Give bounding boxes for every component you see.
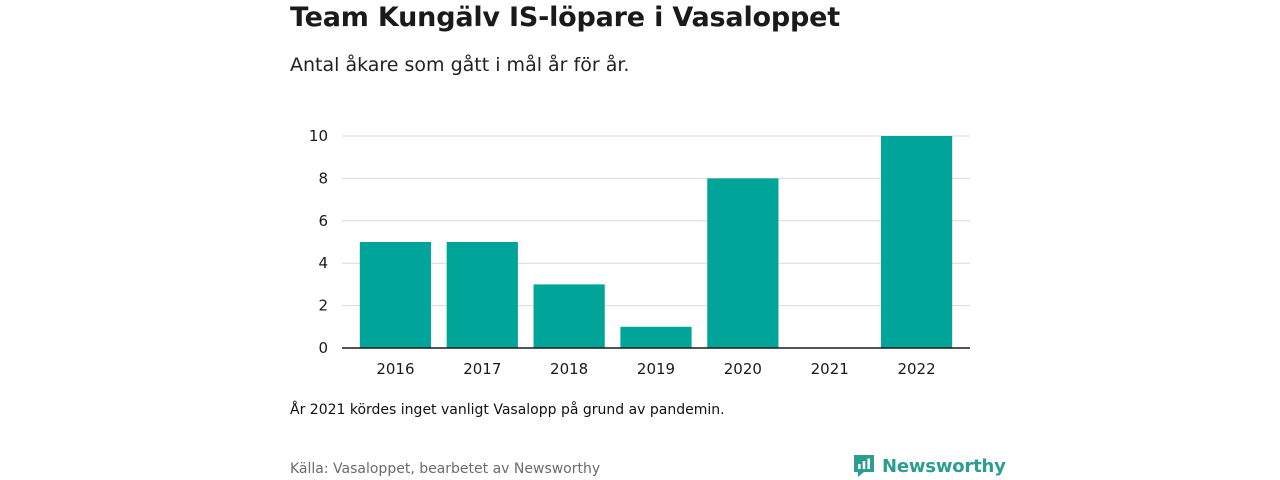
x-tick-label: 2019 — [637, 360, 675, 378]
newsworthy-logo-icon — [854, 455, 874, 477]
x-tick-label: 2021 — [811, 360, 849, 378]
x-tick-label: 2022 — [897, 360, 935, 378]
y-tick-label: 6 — [318, 212, 328, 230]
bar — [359, 242, 432, 348]
chart-frame: Team Kungälv IS-löpare i Vasaloppet Anta… — [290, 0, 1006, 480]
y-tick-label: 8 — [318, 169, 328, 187]
y-tick-label: 4 — [318, 254, 328, 272]
chart-subtitle: Antal åkare som gått i mål år för år. — [290, 54, 630, 76]
bar — [446, 242, 518, 348]
y-tick-label: 2 — [318, 297, 328, 315]
bar — [533, 284, 605, 348]
x-tick-label: 2020 — [724, 360, 762, 378]
brand-name: Newsworthy — [882, 455, 1006, 477]
bar-chart: 0 2 4 6 8 10 2016 2017 2018 2019 2020 2021 2022 — [309, 127, 970, 378]
chart-title: Team Kungälv IS-löpare i Vasaloppet — [290, 2, 840, 33]
chart-footnote: År 2021 kördes inget vanligt Vasalopp på… — [290, 402, 725, 418]
bar — [880, 136, 953, 348]
bar — [707, 178, 779, 348]
y-tick-label: 10 — [309, 127, 328, 145]
y-tick-label: 0 — [318, 339, 328, 357]
brand-logo: Newsworthy — [852, 453, 1006, 479]
x-tick-label: 2017 — [463, 360, 501, 378]
bar — [620, 326, 692, 348]
x-tick-label: 2018 — [550, 360, 588, 378]
x-tick-label: 2016 — [376, 360, 414, 378]
source-credit: Källa: Vasaloppet, bearbetet av Newswort… — [290, 461, 601, 477]
